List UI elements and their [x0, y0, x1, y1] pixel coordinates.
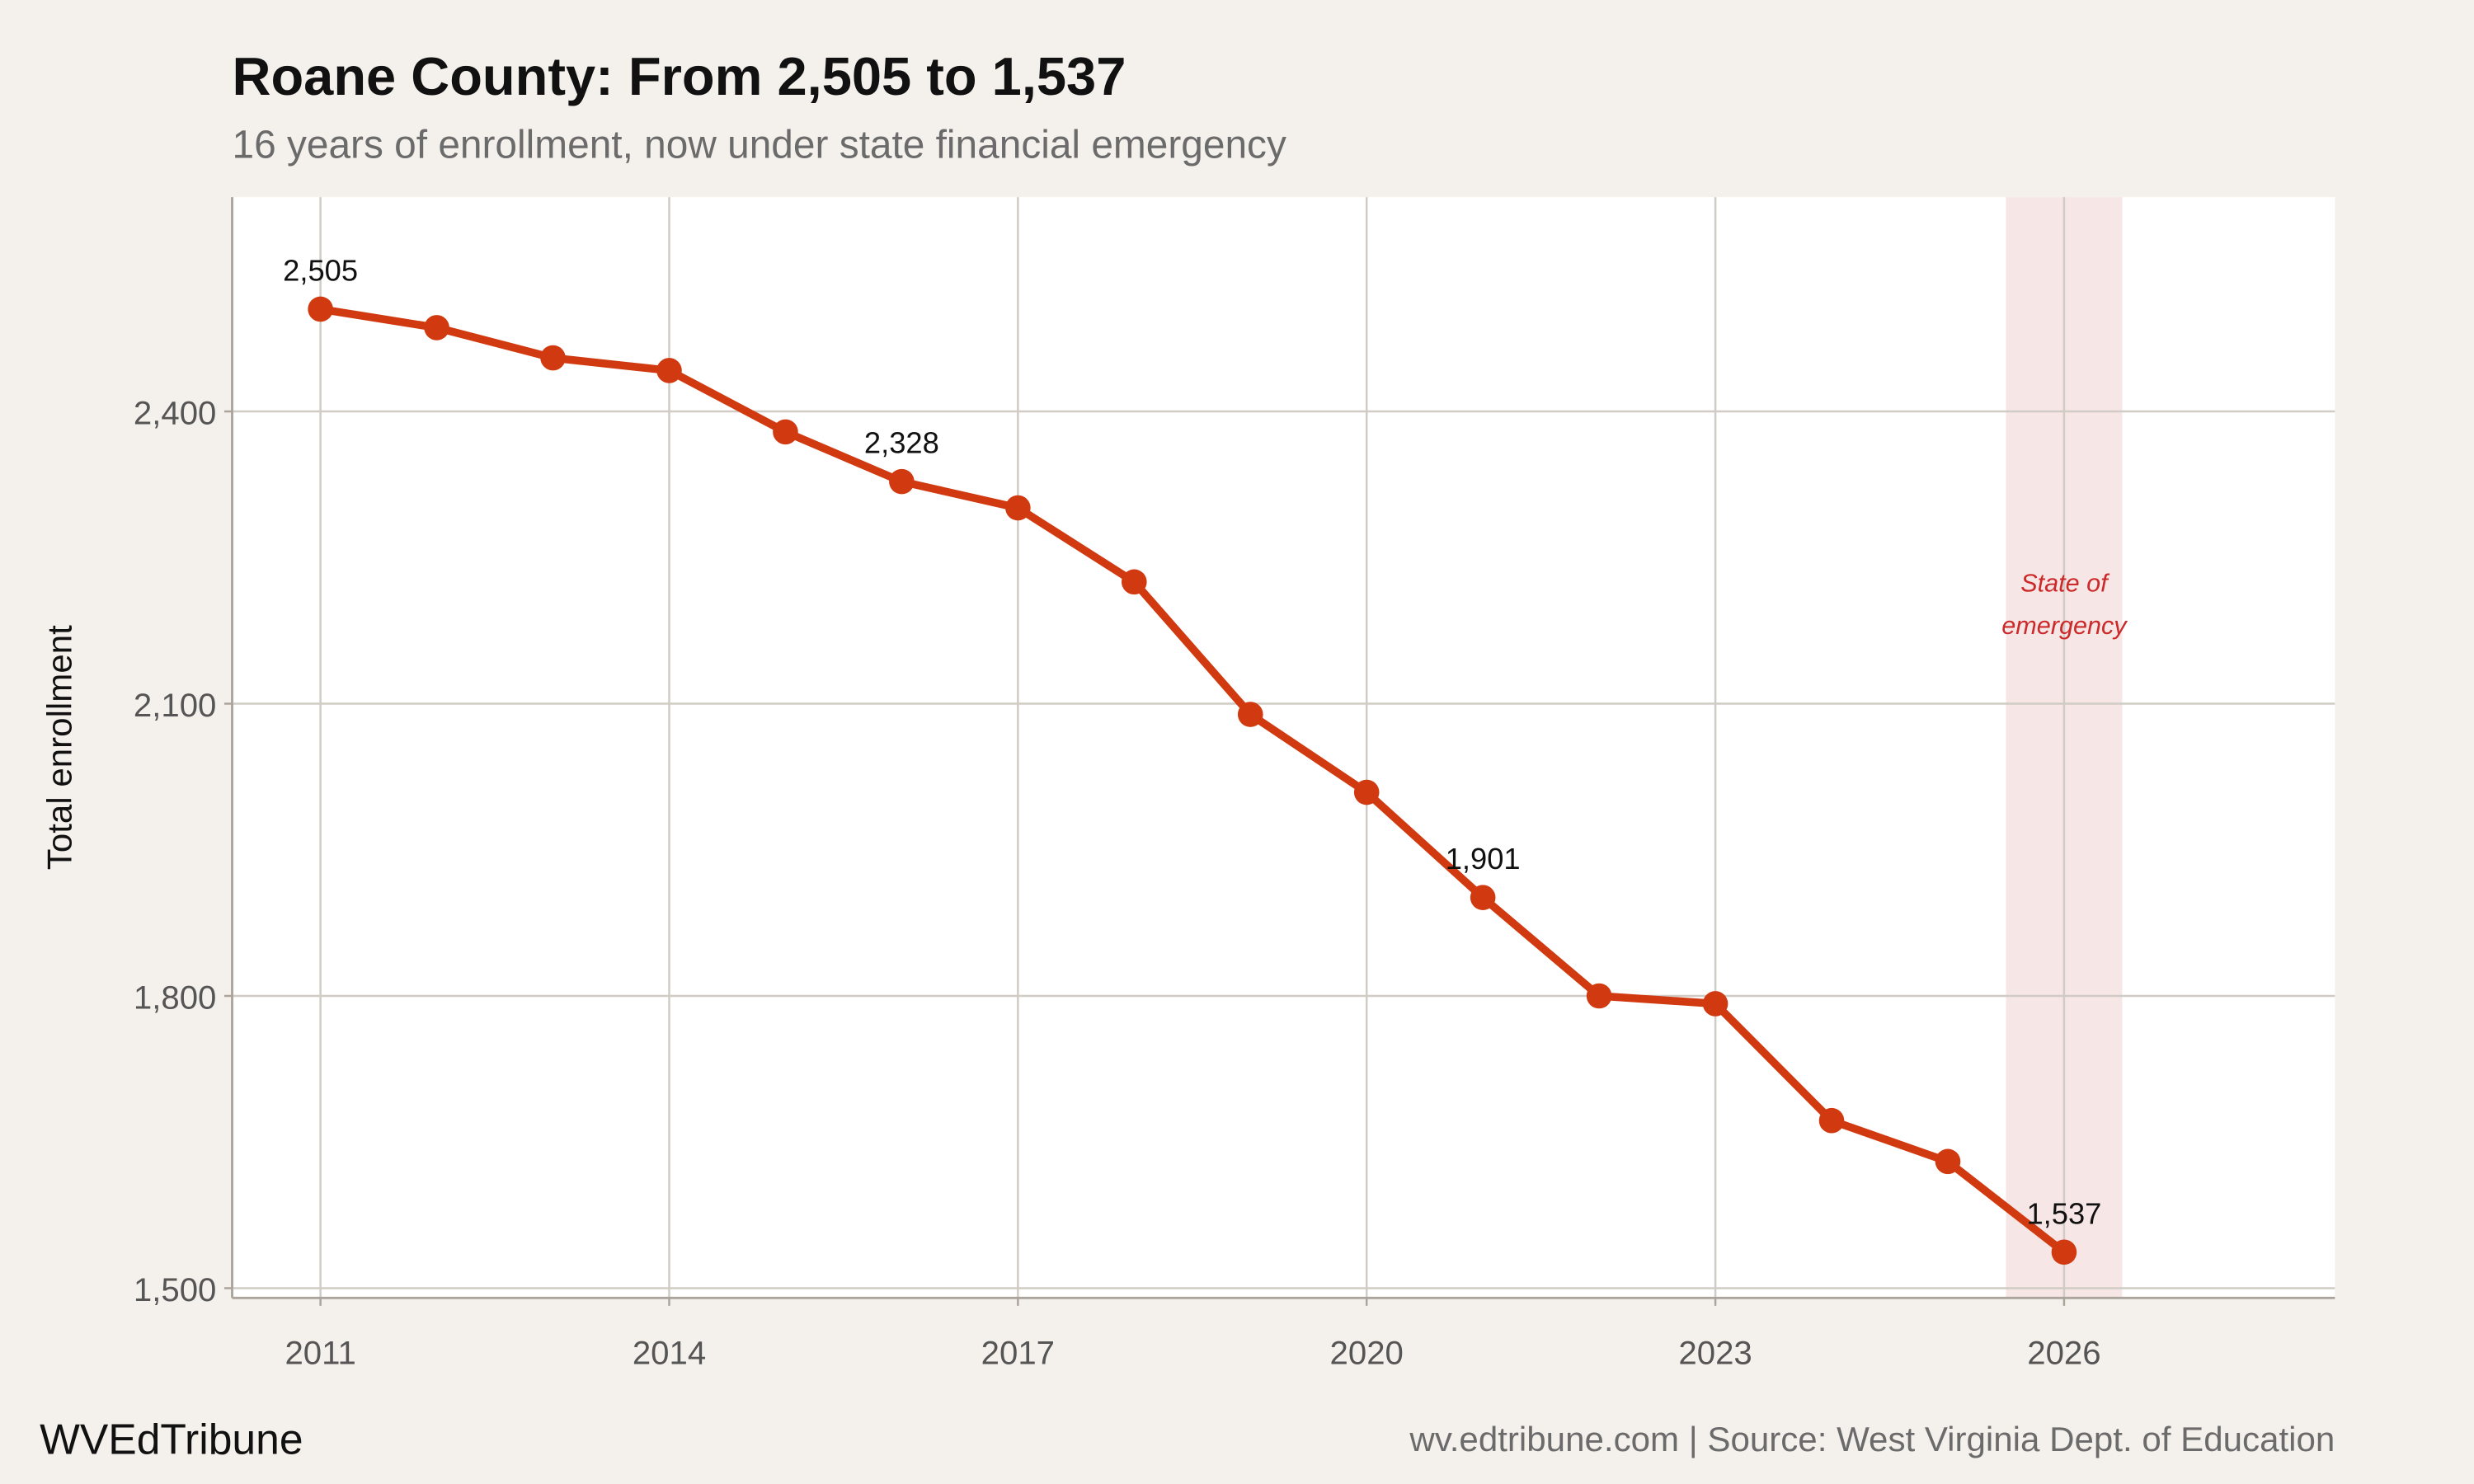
data-point-2026	[2051, 1239, 2077, 1266]
data-point-2021	[1470, 885, 1496, 910]
data-point-2017	[1005, 495, 1031, 521]
data-point-2024	[1818, 1107, 1845, 1134]
data-point-2016	[889, 468, 915, 495]
band-label-line2: emergency	[2001, 612, 2128, 640]
plot-panel	[232, 197, 2335, 1298]
x-tick-label: 2023	[1678, 1335, 1752, 1372]
data-label-2021: 1,901	[1446, 842, 1521, 876]
x-tick-label: 2020	[1330, 1335, 1404, 1372]
y-tick-label: 2,100	[134, 687, 217, 724]
chart-subtitle: 16 years of enrollment, now under state …	[233, 123, 1286, 167]
data-point-2025	[1935, 1148, 1961, 1175]
x-tick-label: 2011	[285, 1335, 355, 1372]
data-point-2013	[540, 345, 566, 371]
data-point-2015	[773, 419, 798, 445]
data-label-2011: 2,505	[283, 254, 358, 288]
footer-brand: WVEdTribune	[40, 1416, 303, 1463]
x-tick-label: 2017	[981, 1335, 1055, 1372]
band-label-line1: State of	[2020, 569, 2110, 597]
y-tick-label: 1,800	[134, 979, 217, 1016]
enrollment-line	[319, 305, 2067, 1256]
data-label-2026: 1,537	[2026, 1196, 2101, 1230]
chart-title: Roane County: From 2,505 to 1,537	[233, 46, 1126, 106]
y-axis-label: Total enrollment	[40, 625, 78, 870]
data-point-2023	[1702, 991, 1729, 1017]
x-tick-label: 2026	[2027, 1335, 2100, 1372]
y-tick-label: 1,500	[134, 1271, 217, 1308]
footer-source: wv.edtribune.com | Source: West Virginia…	[1409, 1420, 2335, 1458]
data-point-2022	[1586, 983, 1612, 1009]
data-point-2020	[1353, 779, 1380, 805]
data-point-2019	[1237, 702, 1263, 727]
y-tick-label: 2,400	[134, 394, 217, 431]
data-point-2018	[1122, 569, 1147, 595]
data-point-2014	[656, 358, 682, 383]
data-point-2011	[308, 296, 333, 322]
x-tick-label: 2014	[633, 1335, 706, 1372]
data-point-2012	[424, 315, 449, 340]
data-label-2016: 2,328	[864, 426, 939, 460]
